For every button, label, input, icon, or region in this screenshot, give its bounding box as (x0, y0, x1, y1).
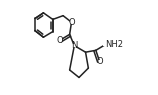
Text: O: O (68, 18, 75, 27)
Bar (98, 60, 101, 63)
Bar (73, 44, 76, 47)
Text: N: N (71, 41, 78, 50)
Text: O: O (57, 36, 64, 45)
Text: NH2: NH2 (105, 40, 123, 49)
Bar (59, 38, 62, 42)
Bar (103, 43, 108, 46)
Text: O: O (96, 57, 103, 66)
Bar (70, 20, 73, 24)
